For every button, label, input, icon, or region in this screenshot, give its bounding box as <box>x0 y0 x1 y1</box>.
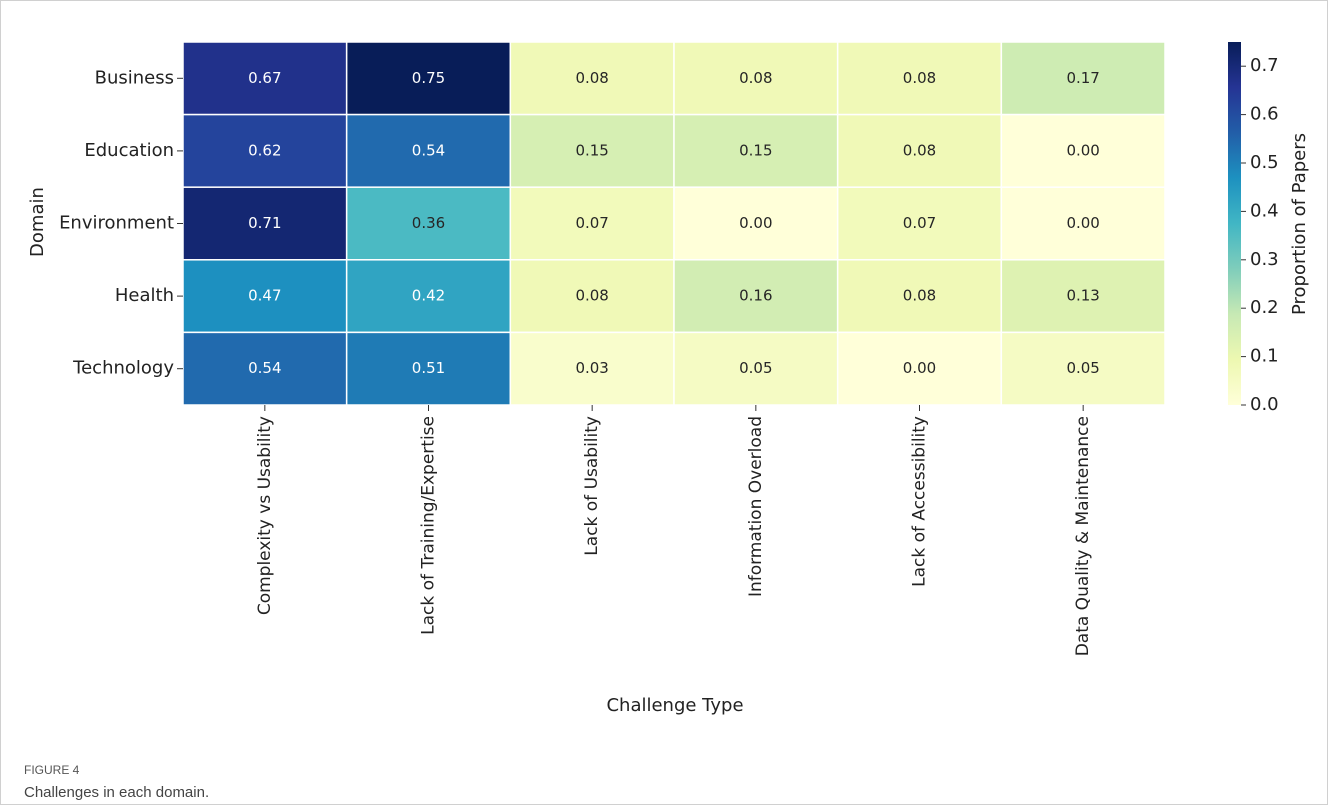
x-tick-label: Lack of Usability <box>582 416 602 556</box>
heatmap-cell <box>345 186 512 261</box>
cell-label: 0.05 <box>1066 359 1099 377</box>
heatmap-cell <box>673 41 839 116</box>
colorbar-tick-label: 0.2 <box>1250 297 1279 318</box>
cell-label: 0.00 <box>1066 141 1099 159</box>
x-axis-label: Challenge Type <box>606 695 743 716</box>
heatmap-cell <box>673 259 839 334</box>
x-tick-label: Lack of Training/Expertise <box>419 416 439 635</box>
y-tick-label: Education <box>84 140 174 161</box>
heatmap-cell <box>836 331 1003 406</box>
colorbar-tick-label: 0.3 <box>1250 249 1279 270</box>
heatmap-cell <box>1000 186 1166 261</box>
cell-label: 0.17 <box>1066 69 1099 87</box>
colorbar-tick-label: 0.1 <box>1250 346 1279 367</box>
y-axis-label: Domain <box>27 187 48 257</box>
heatmap-cell <box>345 41 512 116</box>
y-tick-label: Environment <box>59 213 174 234</box>
y-tick-label: Technology <box>72 358 174 379</box>
cell-label: 0.13 <box>1066 287 1099 305</box>
cell-label: 0.75 <box>412 69 445 87</box>
heatmap-cell <box>182 186 348 261</box>
colorbar-tick-label: 0.6 <box>1250 104 1279 125</box>
cell-label: 0.00 <box>1066 214 1099 232</box>
cell-label: 0.08 <box>903 141 936 159</box>
heatmap-cell <box>345 113 512 188</box>
heatmap-cell <box>836 186 1003 261</box>
cell-label: 0.08 <box>575 287 608 305</box>
cell-label: 0.00 <box>739 214 772 232</box>
cell-label: 0.15 <box>575 141 608 159</box>
y-tick-label: Health <box>115 285 174 306</box>
colorbar-label: Proportion of Papers <box>1289 133 1310 315</box>
x-tick-label: Data Quality & Maintenance <box>1073 416 1093 656</box>
heatmap-cell <box>836 113 1003 188</box>
colorbar <box>1228 42 1241 405</box>
cell-label: 0.51 <box>412 359 445 377</box>
colorbar-tick-label: 0.5 <box>1250 152 1279 173</box>
x-tick-label: Information Overload <box>746 416 766 597</box>
cell-label: 0.08 <box>903 69 936 87</box>
cell-label: 0.16 <box>739 287 772 305</box>
cell-label: 0.36 <box>412 214 445 232</box>
heatmap-cell <box>1000 113 1166 188</box>
y-tick-label: Business <box>95 67 174 88</box>
cell-label: 0.67 <box>248 69 281 87</box>
cell-label: 0.54 <box>248 359 281 377</box>
cell-label: 0.03 <box>575 359 608 377</box>
heatmap-cell <box>673 113 839 188</box>
cell-label: 0.71 <box>248 214 281 232</box>
cell-label: 0.54 <box>412 141 445 159</box>
cell-label: 0.07 <box>575 214 608 232</box>
colorbar-tick-label: 0.7 <box>1250 55 1279 76</box>
cell-label: 0.00 <box>903 359 936 377</box>
heatmap-cell <box>673 186 839 261</box>
cell-label: 0.62 <box>248 141 281 159</box>
x-tick-label: Complexity vs Usability <box>255 416 275 615</box>
heatmap-cell <box>509 186 675 261</box>
heatmap-cell <box>509 113 675 188</box>
cell-label: 0.05 <box>739 359 772 377</box>
cell-label: 0.42 <box>412 287 445 305</box>
heatmap-cell <box>509 259 675 334</box>
figure-label: FIGURE 4 <box>24 763 80 777</box>
colorbar-tick-label: 0.0 <box>1250 394 1279 415</box>
caption: Challenges in each domain. <box>24 784 209 801</box>
colorbar-tick-label: 0.4 <box>1250 200 1279 221</box>
cell-label: 0.47 <box>248 287 281 305</box>
heatmap-cell <box>1000 41 1166 116</box>
heatmap-cell <box>1000 259 1166 334</box>
cell-label: 0.08 <box>903 287 936 305</box>
cell-label: 0.08 <box>575 69 608 87</box>
heatmap-cell <box>345 259 512 334</box>
x-tick-label: Lack of Accessibility <box>910 416 930 587</box>
heatmap-cell <box>836 259 1003 334</box>
cell-label: 0.08 <box>739 69 772 87</box>
cell-label: 0.15 <box>739 141 772 159</box>
heatmap-cell <box>509 331 675 406</box>
cell-label: 0.07 <box>903 214 936 232</box>
heatmap-cell <box>1000 331 1166 406</box>
heatmap-cell <box>345 331 512 406</box>
